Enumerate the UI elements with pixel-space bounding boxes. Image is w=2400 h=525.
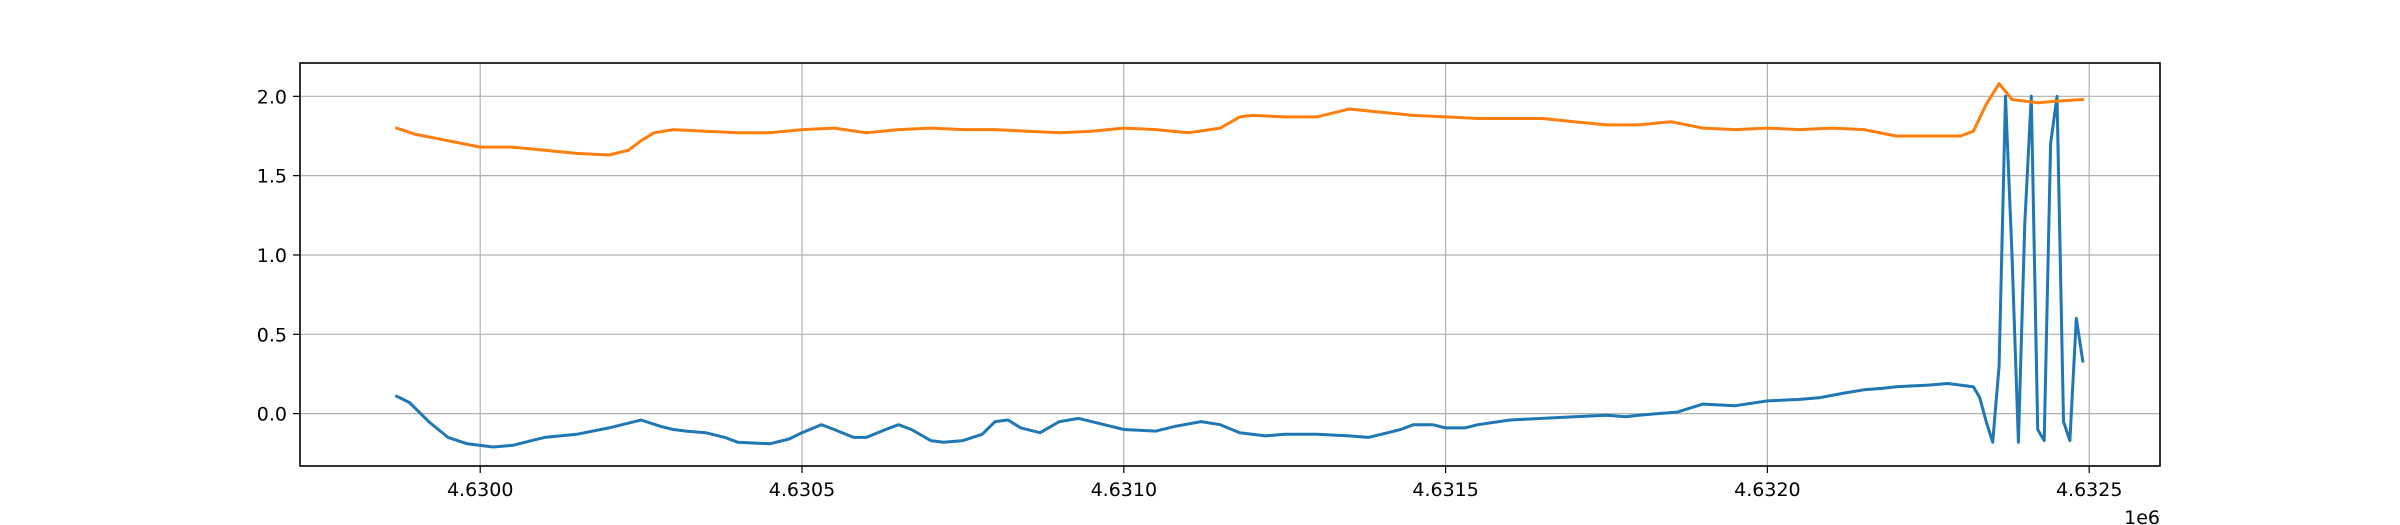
- x-tick-label: 4.6305: [769, 479, 835, 501]
- x-tick-label: 4.6310: [1091, 479, 1157, 501]
- series-line-2: [395, 82, 2085, 157]
- x-offset-label: 1e6: [2124, 507, 2160, 525]
- x-tick-label: 4.6320: [1734, 479, 1800, 501]
- x-tick-label: 4.6300: [447, 479, 513, 501]
- plot-frame: [299, 62, 2161, 467]
- y-tick-label: 1.0: [257, 245, 287, 267]
- x-tick-label: 4.6315: [1412, 479, 1478, 501]
- y-tick-label: 2.0: [257, 86, 287, 108]
- grid-lines: [300, 63, 2160, 466]
- series-group: [395, 82, 2085, 449]
- axis-ticks: 4.6300 4.6305 4.6310 4.6315 4.6320 4.6325 0.0 0…: [257, 86, 2123, 501]
- y-tick-label: 0.5: [257, 324, 287, 346]
- x-tick-label: 4.6325: [2056, 479, 2122, 501]
- y-tick-label: 1.5: [257, 166, 287, 188]
- series-line-1: [395, 94, 2085, 449]
- y-tick-label: 0.0: [257, 404, 287, 426]
